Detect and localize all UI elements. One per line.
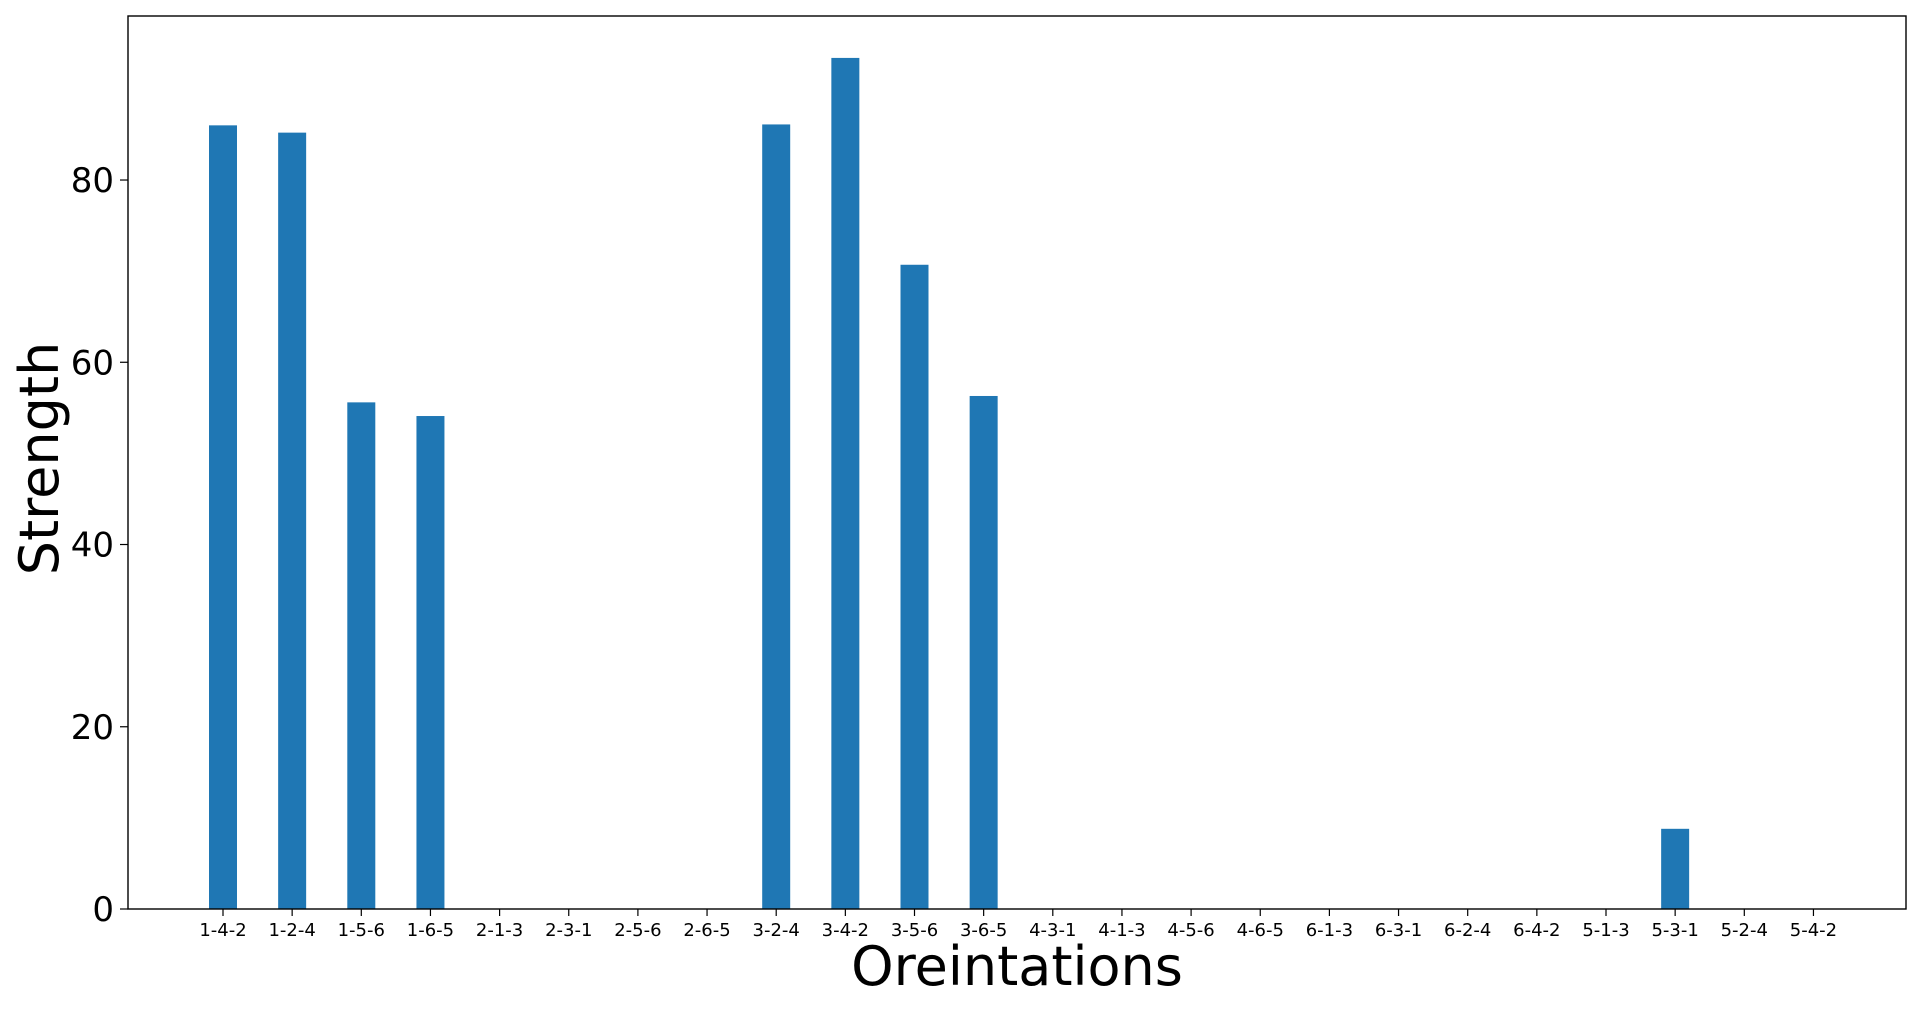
y-tick-label: 20 bbox=[71, 708, 114, 748]
x-tick-label: 4-1-3 bbox=[1098, 920, 1145, 941]
x-tick-label: 4-6-5 bbox=[1237, 920, 1284, 941]
x-tick-label: 4-5-6 bbox=[1167, 920, 1214, 941]
x-tick-label: 6-3-1 bbox=[1375, 920, 1422, 941]
bar-1-2-4 bbox=[278, 132, 307, 910]
bar-3-2-4 bbox=[762, 124, 791, 909]
bar-5-3-1 bbox=[1661, 828, 1690, 909]
x-tick-label: 3-6-5 bbox=[960, 920, 1007, 941]
x-tick-label: 5-1-3 bbox=[1582, 920, 1629, 941]
bar-3-6-5 bbox=[969, 395, 998, 910]
y-tick-label: 80 bbox=[71, 161, 114, 201]
x-tick-label: 3-5-6 bbox=[891, 920, 938, 941]
x-tick-label: 2-6-5 bbox=[683, 920, 730, 941]
y-tick-label: 40 bbox=[71, 526, 114, 566]
bar-1-4-2 bbox=[209, 125, 237, 910]
x-tick-label: 6-1-3 bbox=[1306, 920, 1353, 941]
bar-3-5-6 bbox=[900, 264, 929, 909]
y-tick-label: 0 bbox=[92, 890, 114, 930]
x-tick-label: 1-2-4 bbox=[268, 920, 315, 941]
x-tick-label: 3-2-4 bbox=[753, 920, 800, 941]
plot-area bbox=[128, 16, 1906, 909]
bar-1-6-5 bbox=[416, 416, 445, 909]
bar-3-4-2 bbox=[831, 57, 860, 910]
y-axis-ticks: 0 20 40 60 80 bbox=[71, 161, 128, 930]
x-tick-label: 2-5-6 bbox=[614, 920, 661, 941]
x-axis-ticks: 1-4-2 1-2-4 1-5-6 1-6-5 2-1-3 2-3-1 2-5-6 2-6-5… bbox=[199, 909, 1837, 941]
x-tick-label: 1-5-6 bbox=[338, 920, 385, 941]
x-tick-label: 2-3-1 bbox=[545, 920, 592, 941]
x-tick-label: 6-4-2 bbox=[1513, 920, 1560, 941]
x-tick-label: 3-4-2 bbox=[822, 920, 869, 941]
x-tick-label: 4-3-1 bbox=[1029, 920, 1076, 941]
y-tick-label: 60 bbox=[71, 343, 114, 383]
y-axis-title: Strength bbox=[8, 342, 71, 576]
plot-frame bbox=[127, 15, 1907, 910]
x-axis-title: Oreintations bbox=[851, 935, 1183, 998]
x-tick-label: 6-2-4 bbox=[1444, 920, 1491, 941]
x-tick-label: 1-6-5 bbox=[407, 920, 454, 941]
x-tick-label: 5-2-4 bbox=[1721, 920, 1768, 941]
bars-group bbox=[209, 57, 1690, 910]
x-tick-label: 1-4-2 bbox=[199, 920, 246, 941]
x-tick-label: 2-1-3 bbox=[476, 920, 523, 941]
x-tick-label: 5-3-1 bbox=[1651, 920, 1698, 941]
x-tick-label: 5-4-2 bbox=[1790, 920, 1837, 941]
bar-1-5-6 bbox=[347, 402, 376, 909]
